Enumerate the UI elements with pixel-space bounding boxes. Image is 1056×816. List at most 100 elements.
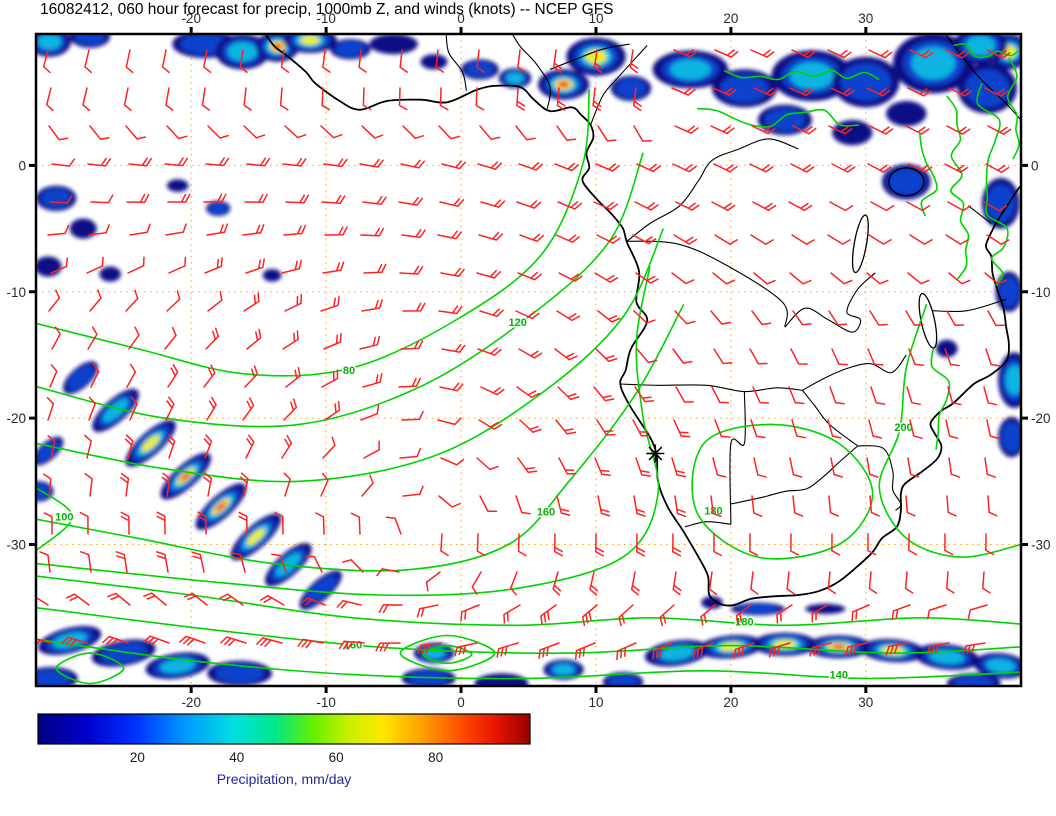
- wind-barb: [556, 125, 577, 142]
- wind-barb: [245, 434, 255, 459]
- wind-barb: [984, 272, 1007, 285]
- lake-outline: [888, 167, 925, 197]
- wind-barb: [439, 382, 464, 392]
- wind-barb: [206, 396, 217, 421]
- wind-barb: [47, 435, 56, 459]
- wind-barb: [398, 377, 421, 388]
- wind-barb: [402, 485, 424, 497]
- wind-barb: [183, 592, 208, 606]
- wind-barb: [358, 49, 367, 73]
- wind-barb: [733, 642, 755, 659]
- wind-barb: [244, 365, 259, 388]
- wind-barb: [438, 125, 460, 140]
- wind-barb: [827, 234, 851, 245]
- wind-barb: [89, 289, 102, 312]
- wind-barb: [43, 512, 53, 535]
- wind-barb: [61, 636, 88, 647]
- wind-barb: [596, 234, 621, 244]
- wind-barb: [245, 258, 265, 274]
- height-contour: [697, 107, 860, 128]
- wind-barb: [597, 125, 617, 142]
- wind-barb: [84, 49, 93, 74]
- height-contour: [976, 83, 1009, 286]
- wind-barb: [750, 419, 766, 439]
- precip-cell: [886, 101, 927, 127]
- wind-barb: [205, 327, 220, 350]
- wind-barb: [167, 364, 179, 388]
- wind-barb: [944, 533, 954, 556]
- wind-barb: [79, 551, 92, 573]
- wind-barb: [127, 256, 145, 274]
- height-contour: [930, 348, 951, 450]
- lake-outline: [851, 214, 869, 274]
- border-path: [445, 34, 467, 92]
- wind-barb: [300, 597, 326, 606]
- precip-cell: [217, 503, 225, 510]
- wind-barb: [496, 642, 519, 658]
- wind-barb: [945, 571, 955, 594]
- wind-barb: [926, 642, 950, 655]
- wind-barb: [987, 125, 1012, 135]
- wind-barb: [867, 533, 877, 556]
- border-path: [802, 354, 907, 391]
- wind-barb: [164, 326, 177, 350]
- wind-barb: [792, 310, 812, 326]
- wind-barb: [635, 457, 651, 477]
- wind-barb: [242, 397, 255, 421]
- border-path: [931, 298, 1007, 313]
- height-contour: [36, 638, 1021, 680]
- wind-barb: [39, 551, 51, 573]
- wind-barb: [986, 49, 1011, 59]
- wind-barb: [714, 49, 739, 58]
- wind-barb: [851, 604, 870, 622]
- wind-barb: [205, 157, 230, 167]
- wind-barb: [438, 305, 463, 315]
- wind-barb: [515, 125, 536, 141]
- precip-cell: [300, 35, 320, 45]
- wind-barb: [828, 125, 853, 135]
- wind-barb: [201, 87, 211, 111]
- precip-cell: [75, 34, 105, 45]
- wind-barb: [633, 495, 646, 517]
- wind-barb: [985, 163, 1010, 174]
- border-path: [784, 272, 876, 333]
- wind-barb: [907, 272, 930, 285]
- precip-cell: [262, 269, 282, 282]
- wind-barb: [946, 125, 971, 135]
- wind-barb: [107, 592, 131, 606]
- wind-barb: [320, 125, 343, 139]
- wind-barb: [868, 419, 883, 439]
- wind-barb: [166, 290, 181, 312]
- wind-barb: [866, 272, 889, 285]
- wind-barb: [554, 162, 580, 172]
- wind-barb: [203, 193, 227, 203]
- wind-barb: [128, 157, 153, 167]
- wind-barb: [556, 87, 566, 111]
- wind-barb: [297, 638, 324, 649]
- wind-barb: [708, 571, 718, 596]
- colorbar-ticks: 20 40 60 80: [130, 750, 443, 765]
- wind-barb: [284, 294, 303, 312]
- wind-barb: [454, 642, 478, 657]
- wind-barb: [87, 157, 112, 167]
- wind-barb: [593, 201, 618, 211]
- wind-barb: [831, 163, 856, 173]
- wind-barb: [283, 398, 298, 421]
- wind-barb: [672, 533, 682, 557]
- wind-barb: [336, 599, 362, 609]
- axis-tick-label: -20: [1031, 411, 1051, 426]
- wind-barb: [752, 386, 770, 404]
- wind-barbs-layer: [36, 49, 1012, 661]
- precip-cell: [67, 365, 94, 390]
- wind-barb: [479, 308, 504, 318]
- wind-barb: [652, 642, 673, 661]
- wind-barb: [359, 158, 384, 168]
- height-contour: [36, 575, 1021, 627]
- wind-barb: [792, 125, 817, 135]
- wind-barb: [867, 348, 884, 366]
- wind-barb: [791, 419, 807, 439]
- height-contour-layer: [36, 43, 1021, 685]
- wind-barb: [713, 163, 738, 173]
- wind-barb: [710, 310, 731, 325]
- wind-barb: [161, 49, 170, 74]
